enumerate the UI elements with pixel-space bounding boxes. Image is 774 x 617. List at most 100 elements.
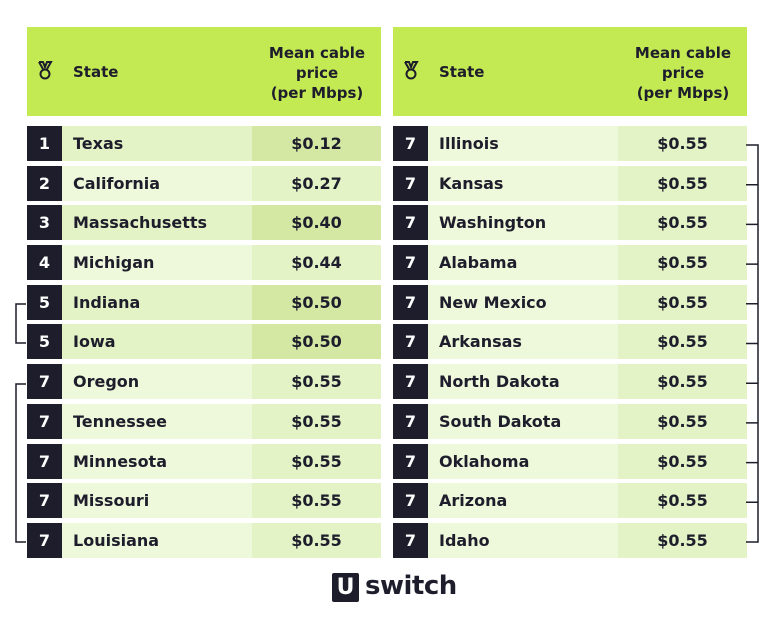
table-row: 7 New Mexico $0.55 <box>393 284 747 320</box>
price-value: $0.55 <box>252 443 381 479</box>
price-value: $0.55 <box>618 522 747 558</box>
table-row: 5 Indiana $0.50 <box>27 284 381 320</box>
table-row: 7 Kansas $0.55 <box>393 165 747 201</box>
rank-badge: 7 <box>27 443 62 479</box>
state-name: Idaho <box>428 522 618 558</box>
rank-badge: 7 <box>393 364 428 400</box>
table-row: 7 Missouri $0.55 <box>27 483 381 519</box>
table-row: 4 Michigan $0.44 <box>27 245 381 281</box>
state-name: Arkansas <box>428 324 618 360</box>
state-column-header: State <box>439 63 485 81</box>
price-value: $0.55 <box>618 205 747 241</box>
logo-mark: U <box>332 573 359 602</box>
state-name: New Mexico <box>428 284 618 320</box>
price-value: $0.55 <box>252 403 381 439</box>
price-value: $0.55 <box>252 483 381 519</box>
state-name: Iowa <box>62 324 252 360</box>
price-value: $0.12 <box>252 126 381 161</box>
table-header: State Mean cable price (per Mbps) <box>27 27 381 116</box>
table-row: 5 Iowa $0.50 <box>27 324 381 360</box>
table-row: 7 Tennessee $0.55 <box>27 403 381 439</box>
rank-badge: 7 <box>27 364 62 400</box>
rank-badge: 1 <box>27 126 62 161</box>
state-name: California <box>62 165 252 201</box>
rank-badge: 7 <box>393 443 428 479</box>
state-name: Texas <box>62 126 252 161</box>
rank-badge: 7 <box>393 483 428 519</box>
price-value: $0.44 <box>252 245 381 281</box>
state-name: Oregon <box>62 364 252 400</box>
rank-badge: 2 <box>27 165 62 201</box>
price-value: $0.55 <box>618 245 747 281</box>
state-name: Alabama <box>428 245 618 281</box>
table-row: 7 Illinois $0.55 <box>393 126 747 161</box>
price-value: $0.55 <box>252 522 381 558</box>
rank-badge: 7 <box>393 284 428 320</box>
rank-badge: 7 <box>393 245 428 281</box>
state-name: South Dakota <box>428 403 618 439</box>
medal-icon <box>404 61 419 80</box>
state-column-header: State <box>73 63 119 81</box>
rank-badge: 7 <box>27 522 62 558</box>
state-name: Illinois <box>428 126 618 161</box>
price-column-header: Mean cable price (per Mbps) <box>634 44 732 102</box>
logo-wordmark: switch <box>365 571 457 601</box>
tie-bracket-rank-7-right <box>746 144 759 543</box>
rank-badge: 7 <box>393 403 428 439</box>
table-row: 2 California $0.27 <box>27 165 381 201</box>
state-name: Tennessee <box>62 403 252 439</box>
state-name: Washington <box>428 205 618 241</box>
rank-badge: 3 <box>27 205 62 241</box>
price-value: $0.55 <box>252 364 381 400</box>
price-value: $0.27 <box>252 165 381 201</box>
state-name: Massachusetts <box>62 205 252 241</box>
rank-badge: 7 <box>393 324 428 360</box>
table-row: 7 Oregon $0.55 <box>27 364 381 400</box>
price-value: $0.55 <box>618 284 747 320</box>
table-row: 1 Texas $0.12 <box>27 126 381 161</box>
table-row: 3 Massachusetts $0.40 <box>27 205 381 241</box>
table-row: 7 Alabama $0.55 <box>393 245 747 281</box>
rank-badge: 7 <box>27 403 62 439</box>
medal-icon <box>38 61 53 80</box>
left-ranking-table: State Mean cable price (per Mbps) 1 Texas… <box>27 27 381 563</box>
table-row: 7 Washington $0.55 <box>393 205 747 241</box>
price-value: $0.55 <box>618 126 747 161</box>
rank-badge: 5 <box>27 324 62 360</box>
table-row: 7 Oklahoma $0.55 <box>393 443 747 479</box>
state-name: Arizona <box>428 483 618 519</box>
right-ranking-table: State Mean cable price (per Mbps) 7 Illin… <box>393 27 747 563</box>
table-row: 7 Minnesota $0.55 <box>27 443 381 479</box>
state-name: Oklahoma <box>428 443 618 479</box>
price-value: $0.55 <box>618 443 747 479</box>
state-name: Minnesota <box>62 443 252 479</box>
table-header: State Mean cable price (per Mbps) <box>393 27 747 116</box>
price-value: $0.50 <box>252 284 381 320</box>
price-value: $0.55 <box>618 165 747 201</box>
table-row: 7 Arkansas $0.55 <box>393 324 747 360</box>
rank-badge: 7 <box>393 126 428 161</box>
price-value: $0.55 <box>618 483 747 519</box>
state-name: Indiana <box>62 284 252 320</box>
state-name: Kansas <box>428 165 618 201</box>
left-rows: 1 Texas $0.12 2 California $0.27 3 Massachusett… <box>27 126 381 558</box>
state-name: Louisiana <box>62 522 252 558</box>
right-rows: 7 Illinois $0.55 7 Kansas $0.55 7 Washington $0.… <box>393 126 747 558</box>
price-value: $0.55 <box>618 403 747 439</box>
state-name: Missouri <box>62 483 252 519</box>
state-name: Michigan <box>62 245 252 281</box>
price-column-header: Mean cable price (per Mbps) <box>268 44 366 102</box>
rank-badge: 7 <box>393 522 428 558</box>
price-value: $0.40 <box>252 205 381 241</box>
table-row: 7 Arizona $0.55 <box>393 483 747 519</box>
rank-badge: 5 <box>27 284 62 320</box>
state-name: North Dakota <box>428 364 618 400</box>
price-value: $0.55 <box>618 324 747 360</box>
rank-badge: 4 <box>27 245 62 281</box>
table-row: 7 North Dakota $0.55 <box>393 364 747 400</box>
rank-badge: 7 <box>27 483 62 519</box>
table-row: 7 South Dakota $0.55 <box>393 403 747 439</box>
price-value: $0.55 <box>618 364 747 400</box>
rank-badge: 7 <box>393 205 428 241</box>
price-value: $0.50 <box>252 324 381 360</box>
